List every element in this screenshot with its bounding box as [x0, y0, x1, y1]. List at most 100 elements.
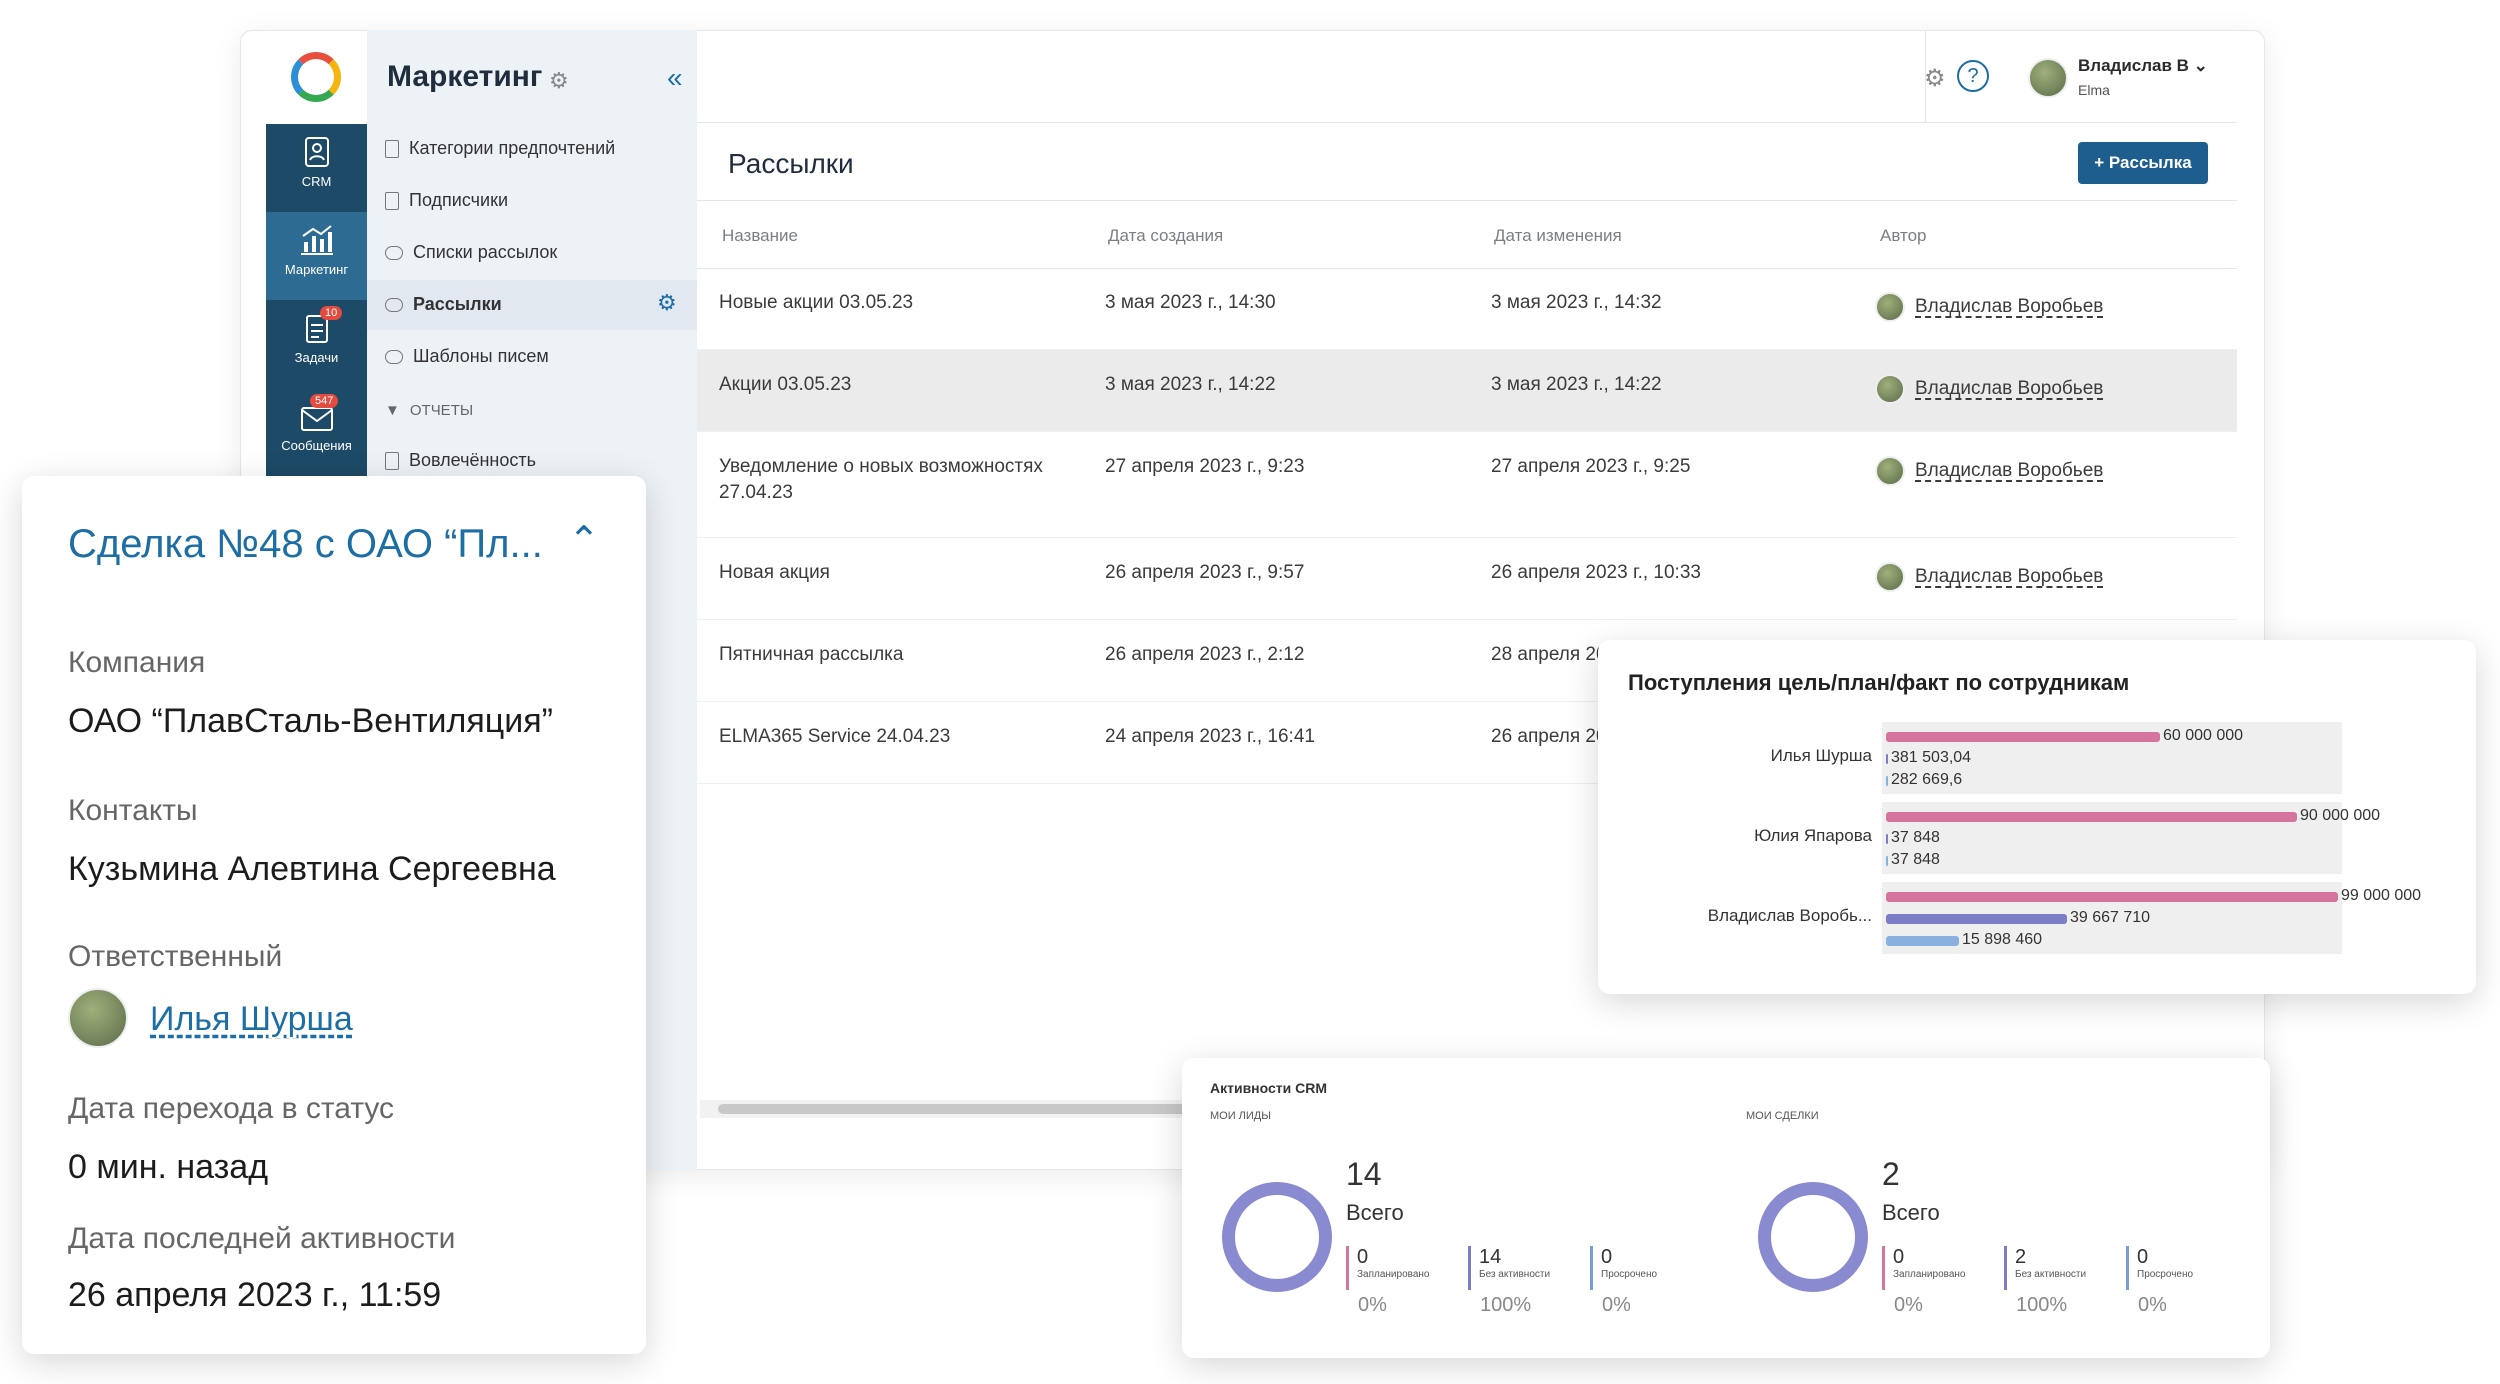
chart-bar[interactable]: [1886, 856, 1888, 866]
gear-icon[interactable]: ⚙: [657, 290, 677, 315]
column-header[interactable]: Дата изменения: [1494, 226, 1622, 245]
row-modified: 3 мая 2023 г., 14:32: [1491, 292, 1662, 313]
crm-activities-card: Активности CRM МОИ ЛИДЫ 14 Всего 0 Запланиро…: [1182, 1058, 2270, 1358]
settings-icon[interactable]: ⚙: [1924, 65, 1946, 92]
app-logo[interactable]: [291, 52, 341, 102]
row-name[interactable]: Акции 03.05.23: [719, 374, 852, 395]
rail-label: Сообщения: [281, 438, 352, 453]
horizontal-scrollbar[interactable]: [700, 1100, 1240, 1118]
help-icon[interactable]: ?: [1957, 60, 1989, 92]
stat-label: Просрочено: [2137, 1269, 2194, 1280]
data-label: 282 669,6: [1891, 771, 1963, 788]
sidebar-item[interactable]: Категории предпочтений: [385, 138, 615, 159]
chart-bar[interactable]: [1886, 914, 2067, 924]
sidebar-item[interactable]: Подписчики: [385, 190, 508, 211]
chart-bar[interactable]: [1886, 892, 2338, 902]
deal-title[interactable]: Сделка №48 с ОАО “Пл...: [68, 522, 543, 566]
row-name[interactable]: Новая акция: [719, 562, 830, 583]
donut-chart[interactable]: [1222, 1182, 1332, 1292]
crm-title: Активности CRM: [1210, 1080, 1328, 1096]
table-row[interactable]: Новые акции 03.05.23 3 мая 2023 г., 14:3…: [697, 268, 2237, 350]
row-author[interactable]: Владислав Воробьев: [1915, 378, 2104, 399]
collapse-icon[interactable]: «: [667, 62, 683, 93]
sidebar-group[interactable]: ▼ ОТЧЕТЫ: [385, 402, 474, 419]
stat-count: 0: [2137, 1246, 2149, 1268]
total-value: 2: [1882, 1156, 1900, 1192]
row-created: 3 мая 2023 г., 14:22: [1105, 374, 1276, 395]
row-modified: 27 апреля 2023 г., 9:25: [1491, 456, 1691, 477]
chart-bar[interactable]: [1886, 732, 2160, 742]
data-label: 90 000 000: [2300, 807, 2381, 824]
sidebar-item[interactable]: Вовлечённость: [385, 450, 536, 471]
row-created: 24 апреля 2023 г., 16:41: [1105, 726, 1315, 747]
chart-bar[interactable]: [1886, 812, 2297, 822]
stat-item[interactable]: 0 Запланировано: [1882, 1246, 1966, 1290]
table-row[interactable]: ELMA365 Service 24.04.23 24 апреля 2023 …: [697, 702, 2237, 784]
cloud-icon: [385, 349, 403, 364]
add-mailing-button[interactable]: + Рассылка: [2078, 142, 2208, 184]
stat-percent: 0%: [2138, 1294, 2167, 1316]
chevron-down-icon: ⌄: [2193, 56, 2208, 75]
chart-bar[interactable]: [1886, 936, 1959, 946]
total-label: Всего: [1882, 1200, 1940, 1225]
author-avatar: [1875, 456, 1905, 486]
owner-link[interactable]: Илья Шурша: [150, 1000, 353, 1038]
stat-label: Просрочено: [1601, 1269, 1658, 1280]
table-row[interactable]: Уведомление о новых возможностях 27.04.2…: [697, 432, 2237, 538]
column-header[interactable]: Автор: [1880, 226, 1927, 245]
table-row[interactable]: Новая акция 26 апреля 2023 г., 9:57 26 а…: [697, 538, 2237, 620]
chart-bar[interactable]: [1886, 776, 1888, 786]
row-name-cont[interactable]: 27.04.23: [719, 482, 793, 503]
column-header[interactable]: Название: [722, 226, 798, 245]
stat-percent: 100%: [2016, 1294, 2068, 1316]
sidebar-item[interactable]: Шаблоны писем: [385, 346, 549, 367]
row-name[interactable]: Уведомление о новых возможностях: [719, 456, 1043, 477]
rail-item-marketing[interactable]: Маркетинг: [266, 212, 367, 300]
row-author[interactable]: Владислав Воробьев: [1915, 460, 2104, 481]
activity-label: Дата последней активности: [68, 1222, 456, 1255]
topbar-divider: [697, 122, 2237, 123]
sidebar-item[interactable]: Списки рассылок: [385, 242, 557, 263]
active-item-bg: [367, 280, 697, 330]
stat-item[interactable]: 14 Без активности: [1468, 1246, 1550, 1290]
owner-avatar: [68, 988, 128, 1048]
stat-item[interactable]: 0 Просрочено: [1590, 1246, 1657, 1290]
rail-item-messages[interactable]: Сообщения 547: [266, 388, 367, 476]
user-name[interactable]: Владислав В ⌄: [2078, 56, 2208, 75]
module-rail: CRM Маркетинг Задачи 10 Сообщения 547: [266, 124, 367, 479]
cloud-icon: [385, 245, 403, 260]
row-modified: 26 апреля 20: [1491, 726, 1607, 747]
rail-item-tasks[interactable]: Задачи 10: [266, 300, 367, 388]
scrollbar-thumb[interactable]: [718, 1104, 1218, 1114]
gear-icon[interactable]: ⚙: [549, 68, 569, 93]
deal-card: Сделка №48 с ОАО “Пл... ⌃ Компания ОАО “…: [22, 476, 646, 1354]
row-name[interactable]: ELMA365 Service 24.04.23: [719, 726, 951, 747]
chart-bar[interactable]: [1886, 754, 1888, 764]
data-label: 381 503,04: [1891, 749, 1972, 766]
sidebar-item-active[interactable]: Рассылки: [385, 294, 502, 315]
author-avatar: [1875, 562, 1905, 592]
table-row-selected[interactable]: Акции 03.05.23 3 мая 2023 г., 14:22 3 ма…: [697, 350, 2237, 432]
row-author[interactable]: Владислав Воробьев: [1915, 296, 2104, 317]
stat-item[interactable]: 0 Просрочено: [2126, 1246, 2193, 1290]
divider: [697, 200, 2237, 201]
list-icon: [385, 139, 399, 158]
column-header[interactable]: Дата создания: [1108, 226, 1224, 245]
block-caption: МОИ ЛИДЫ: [1210, 1110, 1271, 1122]
chart-title: Поступления цель/план/факт по сотрудника…: [1628, 670, 2130, 695]
row-created: 3 мая 2023 г., 14:30: [1105, 292, 1276, 313]
donut-chart[interactable]: [1758, 1182, 1868, 1292]
author-avatar: [1875, 292, 1905, 322]
table-row[interactable]: Пятничная рассылка 26 апреля 2023 г., 2:…: [697, 620, 2237, 702]
avatar[interactable]: [2028, 58, 2068, 98]
stat-item[interactable]: 2 Без активности: [2004, 1246, 2086, 1290]
category-label: Владислав Воробь...: [1707, 906, 1872, 925]
row-name[interactable]: Новые акции 03.05.23: [719, 292, 914, 313]
stat-label: Без активности: [2015, 1269, 2087, 1280]
rail-item-crm[interactable]: CRM: [266, 124, 367, 212]
row-author[interactable]: Владислав Воробьев: [1915, 566, 2104, 587]
stat-item[interactable]: 0 Запланировано: [1346, 1246, 1430, 1290]
row-name[interactable]: Пятничная рассылка: [719, 644, 904, 665]
chevron-up-icon[interactable]: ⌃: [568, 520, 600, 562]
chart-bar[interactable]: [1886, 834, 1888, 844]
